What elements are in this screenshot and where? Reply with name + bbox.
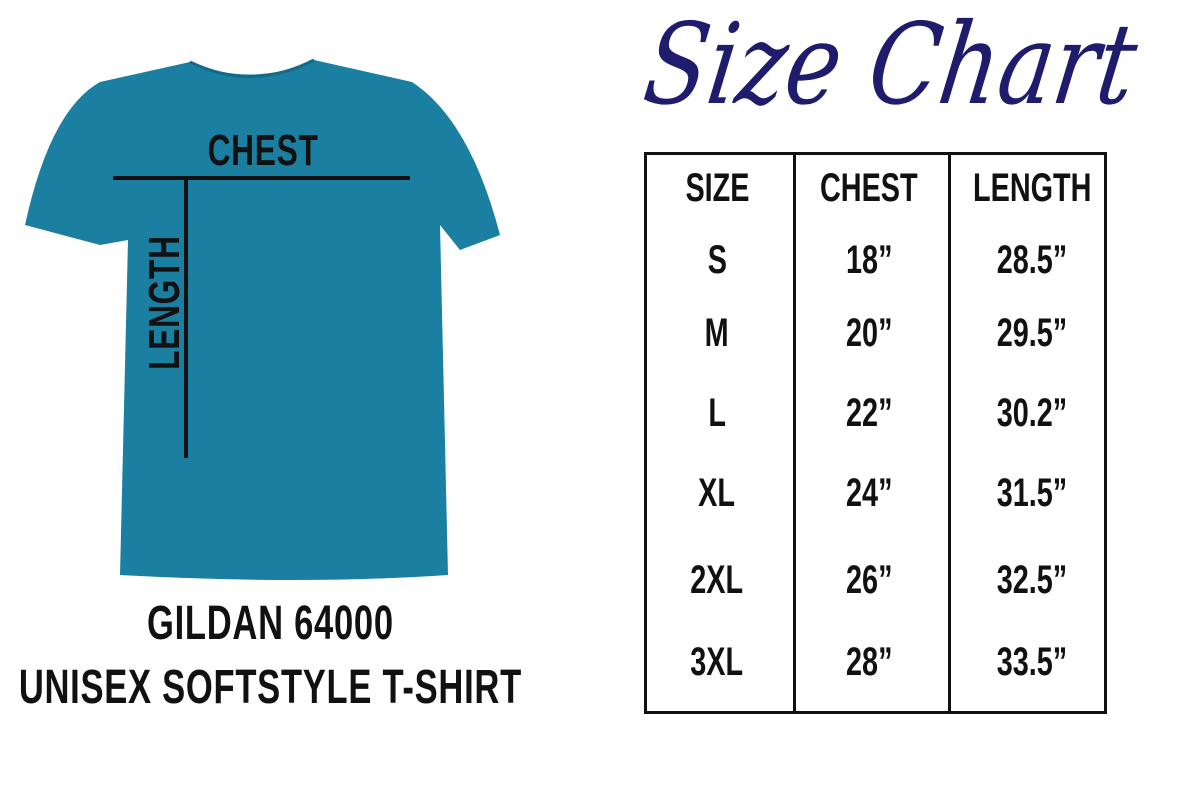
column-divider [948,155,951,711]
table-cell-length: 28.5” [962,237,1102,283]
table-cell-chest: 20” [799,310,939,356]
cell-text: 33.5” [996,640,1068,684]
product-model: GILDAN 64000 [146,597,394,650]
table-header-chest: CHEST [799,165,939,211]
table-header-size: SIZE [647,165,787,211]
size-table: SIZE CHEST LENGTH S 18” 28.5” M 20” 29.5” L 22” 30.… [644,152,1107,714]
length-label: LENGTH [140,235,189,370]
table-cell-length: 31.5” [962,470,1102,516]
table-cell-size: 2XL [647,557,787,603]
cell-text: LENGTH [972,166,1092,210]
table-cell-length: 30.2” [962,390,1102,436]
cell-text: CHEST [820,166,918,210]
tshirt-body [25,60,500,580]
cell-text: 2XL [690,558,744,602]
cell-text: 32.5” [996,558,1068,602]
table-header-length: LENGTH [962,165,1102,211]
cell-text: XL [698,471,736,515]
cell-text: 20” [845,311,893,355]
cell-text: S [707,238,727,282]
cell-text: 3XL [690,640,744,684]
size-chart-title: Size Chart [636,0,1145,130]
cell-text: 30.2” [996,391,1068,435]
column-divider [793,155,796,711]
cell-text: 26” [845,558,893,602]
table-cell-length: 32.5” [962,557,1102,603]
cell-text: 29.5” [996,311,1068,355]
table-cell-chest: 18” [799,237,939,283]
product-description: UNISEX SOFTSTYLE T-SHIRT [18,661,522,714]
table-cell-chest: 22” [799,390,939,436]
chest-label: CHEST [207,126,319,175]
table-cell-chest: 26” [799,557,939,603]
table-cell-size: 3XL [647,639,787,685]
table-cell-size: L [647,390,787,436]
cell-text: 18” [845,238,893,282]
cell-text: 28” [845,640,893,684]
cell-text: 22” [845,391,893,435]
table-cell-size: S [647,237,787,283]
table-cell-size: XL [647,470,787,516]
cell-text: M [704,311,729,355]
table-cell-length: 29.5” [962,310,1102,356]
table-cell-length: 33.5” [962,639,1102,685]
cell-text: SIZE [684,166,750,210]
tshirt-collar [189,58,315,78]
cell-text: 28.5” [996,238,1068,282]
table-cell-chest: 28” [799,639,939,685]
cell-text: 31.5” [996,471,1068,515]
tshirt-illustration [25,58,500,580]
table-cell-size: M [647,310,787,356]
table-cell-chest: 24” [799,470,939,516]
cell-text: 24” [845,471,893,515]
cell-text: L [708,391,726,435]
